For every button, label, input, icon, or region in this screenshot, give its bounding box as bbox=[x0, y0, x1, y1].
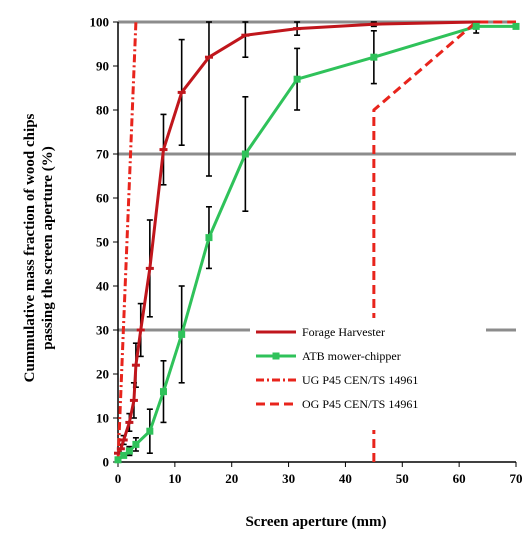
point-forage-harvester-7 bbox=[145, 266, 154, 270]
point-forage-harvester-5 bbox=[131, 363, 140, 367]
point-forage-harvester-6 bbox=[136, 328, 145, 332]
point-atb-mower-chipper-5 bbox=[159, 388, 167, 396]
y-tick-label-80: 80 bbox=[96, 103, 109, 118]
point-atb-mower-chipper-3 bbox=[132, 440, 140, 448]
legend-entry-atb-mower-chipper: ATB mower-chipper bbox=[256, 349, 401, 363]
y-tick-label-10: 10 bbox=[96, 411, 109, 426]
legend-label-og-p45-cen-ts-14961: OG P45 CEN/TS 14961 bbox=[302, 397, 418, 411]
point-forage-harvester-4 bbox=[129, 398, 138, 402]
y-tick-label-0: 0 bbox=[103, 455, 110, 470]
point-atb-mower-chipper-8 bbox=[241, 150, 249, 158]
x-tick-label-10: 10 bbox=[168, 471, 181, 486]
y-tick-label-50: 50 bbox=[96, 235, 109, 250]
axes bbox=[113, 21, 517, 467]
series-line-ug-p45-cen-ts-14961 bbox=[116, 21, 138, 463]
y-axis-title-line-2: passing the screen aperture (%) bbox=[40, 146, 56, 350]
point-atb-mower-chipper-2 bbox=[125, 447, 133, 455]
series-markers bbox=[114, 20, 520, 464]
point-forage-harvester-14 bbox=[472, 20, 481, 24]
point-atb-mower-chipper-6 bbox=[178, 330, 186, 338]
point-atb-mower-chipper-10 bbox=[370, 53, 378, 61]
point-forage-harvester-9 bbox=[177, 90, 186, 94]
point-forage-harvester-10 bbox=[204, 55, 213, 59]
point-forage-harvester-1 bbox=[116, 447, 125, 451]
error-bar-forage-harvester-10 bbox=[205, 21, 212, 177]
series-line-og-p45-cen-ts-14961 bbox=[372, 20, 516, 462]
x-tick-label-0: 0 bbox=[115, 471, 122, 486]
y-tick-label-60: 60 bbox=[96, 191, 109, 206]
point-atb-mower-chipper-12 bbox=[512, 22, 520, 30]
point-atb-mower-chipper-0 bbox=[114, 456, 122, 464]
x-tick-label-70: 70 bbox=[510, 471, 523, 486]
tick-labels: 0 10 20 30 40 50 60 70 80 90 100 0 10 20 30 40 50 60 70 bbox=[90, 15, 523, 487]
x-tick-label-40: 40 bbox=[339, 471, 352, 486]
point-atb-mower-chipper-1 bbox=[120, 451, 128, 459]
gridlines bbox=[118, 20, 516, 332]
x-tick-label-60: 60 bbox=[453, 471, 466, 486]
y-axis-title-line-1: Cummulative mass fraction of wood chips bbox=[22, 113, 38, 382]
x-tick-label-50: 50 bbox=[396, 471, 409, 486]
error-bar-forage-harvester-11 bbox=[242, 21, 249, 59]
point-forage-harvester-11 bbox=[241, 33, 250, 37]
y-tick-label-40: 40 bbox=[96, 279, 109, 294]
point-atb-mower-chipper-7 bbox=[205, 234, 213, 242]
x-tick-label-20: 20 bbox=[225, 471, 238, 486]
legend: Forage Harvester ATB mower-chipper UG P45 … bbox=[250, 318, 486, 430]
legend-box bbox=[250, 318, 486, 430]
point-forage-harvester-2 bbox=[119, 438, 128, 442]
point-forage-harvester-13 bbox=[369, 22, 378, 26]
legend-label-atb-mower-chipper: ATB mower-chipper bbox=[302, 349, 401, 363]
x-tick-label-30: 30 bbox=[282, 471, 295, 486]
legend-label-ug-p45-cen-ts-14961: UG P45 CEN/TS 14961 bbox=[302, 373, 418, 387]
point-atb-mower-chipper-9 bbox=[293, 75, 301, 83]
legend-entry-forage-harvester: Forage Harvester bbox=[256, 325, 385, 339]
y-tick-label-70: 70 bbox=[96, 147, 109, 162]
legend-label-forage-harvester: Forage Harvester bbox=[302, 325, 385, 339]
point-forage-harvester-3 bbox=[125, 420, 134, 424]
y-tick-label-90: 90 bbox=[96, 59, 109, 74]
y-tick-label-30: 30 bbox=[96, 323, 109, 338]
point-atb-mower-chipper-11 bbox=[472, 22, 480, 30]
x-axis-title: Screen aperture (mm) bbox=[245, 514, 386, 530]
point-forage-harvester-0 bbox=[114, 451, 122, 455]
y-tick-label-100: 100 bbox=[90, 15, 110, 30]
point-atb-mower-chipper-4 bbox=[146, 427, 154, 435]
legend-entry-ug-p45-cen-ts-14961: UG P45 CEN/TS 14961 bbox=[256, 373, 418, 387]
point-forage-harvester-8 bbox=[159, 148, 168, 152]
legend-entry-og-p45-cen-ts-14961: OG P45 CEN/TS 14961 bbox=[256, 397, 418, 411]
point-forage-harvester-12 bbox=[293, 27, 302, 31]
y-tick-label-20: 20 bbox=[96, 367, 109, 382]
